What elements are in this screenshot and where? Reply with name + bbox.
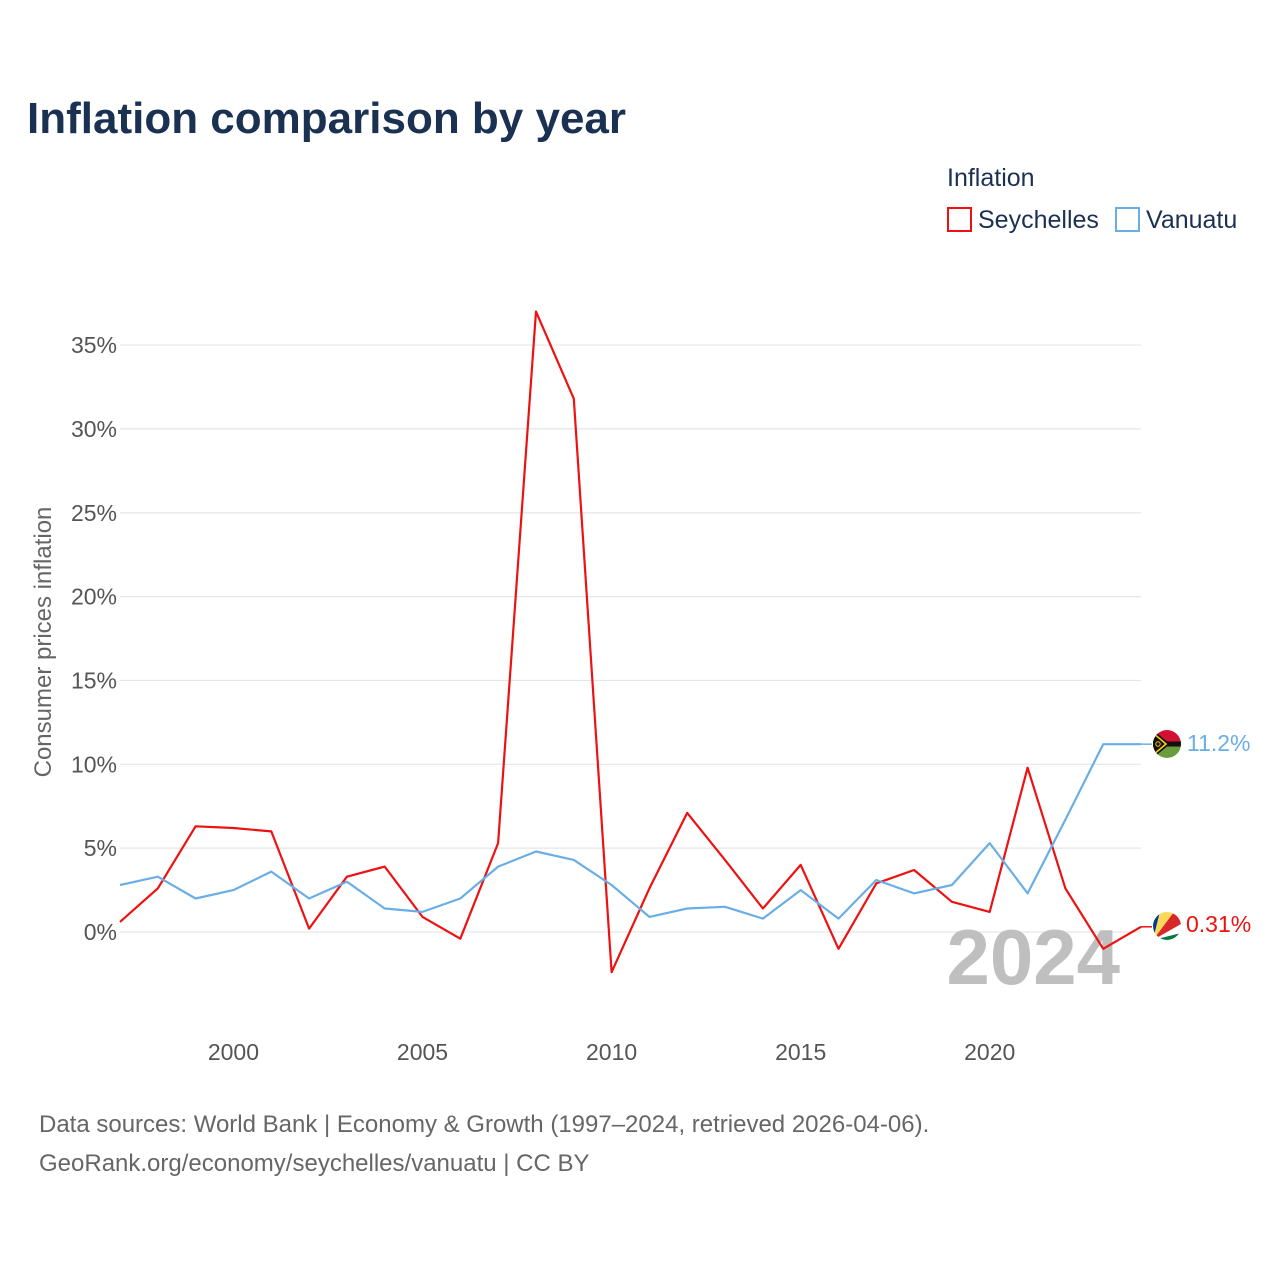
y-tick-label: 5%	[84, 835, 117, 861]
x-tick-label: 2000	[208, 1039, 259, 1065]
series-lines	[119, 310, 1152, 974]
series-line-seychelles[interactable]	[119, 310, 1142, 974]
x-axis-ticks: 2000 2005 2010 2015 2020	[208, 1039, 1015, 1065]
vanuatu-flag-icon	[1153, 730, 1181, 758]
y-tick-label: 0%	[84, 919, 117, 945]
year-watermark: 2024	[946, 913, 1120, 1001]
y-tick-label: 10%	[71, 751, 117, 777]
x-tick-label: 2015	[775, 1039, 826, 1065]
x-tick-label: 2020	[964, 1039, 1015, 1065]
y-tick-label: 25%	[71, 500, 117, 526]
y-tick-label: 35%	[71, 332, 117, 358]
legend-swatch-seychelles[interactable]	[947, 207, 972, 232]
grid-lines	[120, 344, 1141, 933]
seychelles-end-label: 0.31%	[1186, 911, 1251, 937]
source-line-1: Data sources: World Bank | Economy & Gro…	[39, 1111, 929, 1138]
legend-label-seychelles[interactable]: Seychelles	[978, 206, 1099, 234]
legend-title: Inflation	[947, 164, 1035, 192]
y-axis-ticks: 0% 5% 10% 15% 20% 25% 30% 35%	[71, 332, 117, 945]
legend: Inflation Seychelles Vanuatu	[947, 164, 1237, 234]
chart-title: Inflation comparison by year	[27, 94, 626, 143]
seychelles-flag-icon	[1153, 912, 1181, 940]
vanuatu-end-label: 11.2%	[1187, 730, 1251, 756]
y-tick-label: 20%	[71, 584, 117, 610]
series-line-vanuatu[interactable]	[119, 743, 1141, 920]
x-tick-label: 2010	[586, 1039, 637, 1065]
y-tick-label: 30%	[71, 416, 117, 442]
legend-label-vanuatu[interactable]: Vanuatu	[1146, 206, 1237, 234]
x-tick-label: 2005	[397, 1039, 448, 1065]
y-axis-title: Consumer prices inflation	[30, 507, 57, 778]
legend-swatch-vanuatu[interactable]	[1115, 207, 1140, 232]
y-tick-label: 15%	[71, 667, 117, 693]
source-line-2[interactable]: GeoRank.org/economy/seychelles/vanuatu |…	[39, 1150, 590, 1177]
